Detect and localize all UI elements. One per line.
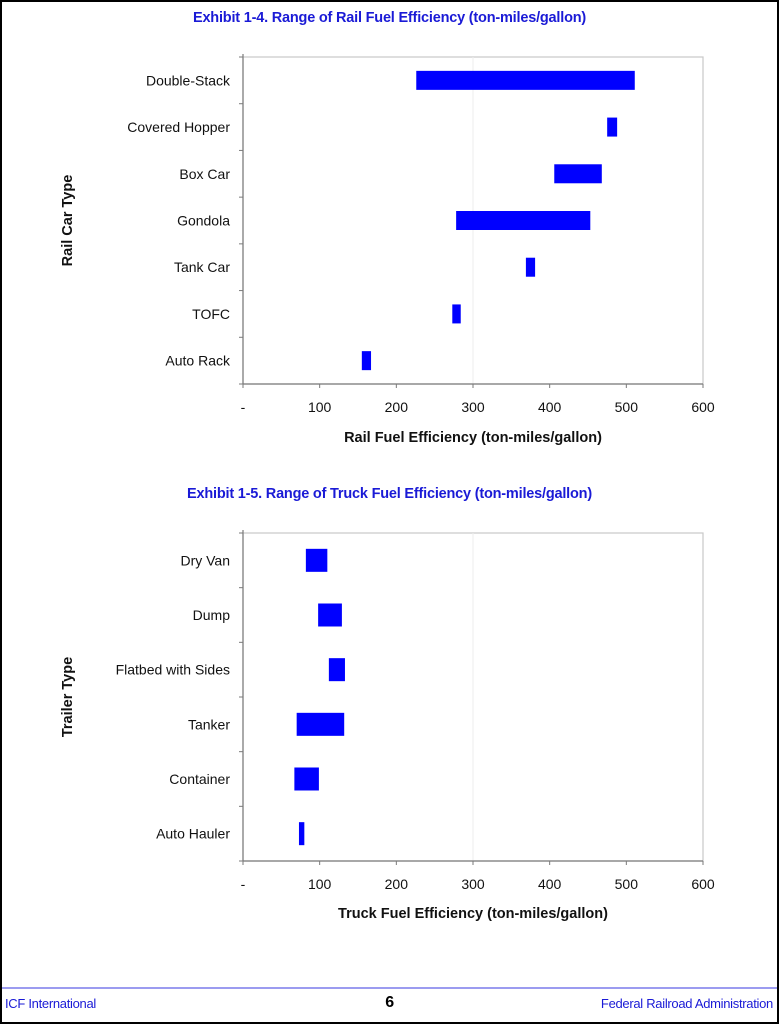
chart-1-x-tick-label: - (241, 876, 246, 892)
footer-agency: Federal Railroad Administration (600, 996, 773, 1011)
chart-0-x-tick-label: 400 (538, 399, 562, 415)
page-number: 6 (385, 994, 394, 1011)
chart-0-x-axis-title: Rail Fuel Efficiency (ton-miles/gallon) (344, 430, 602, 446)
chart-0-range-bar (554, 164, 602, 184)
chart-1-category-label: Container (169, 771, 230, 787)
chart-0-range-bar (452, 304, 461, 324)
chart-1-x-tick-label: 100 (308, 876, 332, 892)
chart-0-range-bar (361, 351, 372, 371)
chart-1-range-bar (318, 603, 342, 627)
chart-1-y-axis-title: Trailer Type (60, 657, 76, 737)
chart-0-category-label: TOFC (192, 306, 230, 322)
chart-1-category-label: Tanker (188, 716, 230, 732)
chart-0-range-bar (456, 211, 591, 230)
chart-0-range-bar (525, 257, 536, 277)
chart-1-range-bar (328, 658, 345, 682)
chart-0-range-bar (416, 70, 635, 90)
chart-0-category-label: Box Car (179, 166, 230, 182)
chart-1-category-label: Flatbed with Sides (116, 662, 230, 678)
chart-1-x-tick-label: 200 (385, 876, 409, 892)
chart-0-category-label: Double-Stack (146, 72, 231, 88)
chart-0-x-tick-label: 500 (615, 399, 639, 415)
footer-divider (2, 987, 777, 989)
chart-0-y-axis-title: Rail Car Type (60, 175, 76, 267)
chart-0-x-tick-label: 300 (461, 399, 485, 415)
chart-0-range-bar (607, 117, 618, 137)
chart-0-x-tick-label: 100 (308, 399, 332, 415)
chart-1-category-label: Auto Hauler (156, 826, 230, 842)
chart-1-x-tick-label: 500 (615, 876, 639, 892)
chart-1-range-bar (298, 822, 305, 846)
chart-1-category-label: Dump (193, 607, 231, 623)
chart-1-range-bar (296, 712, 345, 736)
chart-1-x-tick-label: 600 (691, 876, 715, 892)
chart-0-x-tick-label: 200 (385, 399, 409, 415)
chart-0-category-label: Covered Hopper (127, 119, 230, 135)
chart-0-category-label: Gondola (177, 213, 230, 229)
truck-fuel-efficiency-chart: - 100 200 300 400 500 600 Dry Van Dump Flatbed wi… (60, 530, 715, 922)
chart-0-x-tick-label: 600 (691, 399, 715, 415)
chart-1-range-bar (305, 548, 328, 572)
chart-0-x-tick-label: - (241, 399, 246, 415)
chart-0-category-label: Tank Car (174, 259, 230, 275)
chart-1-x-tick-label: 300 (461, 876, 485, 892)
chart-1-range-bar (294, 767, 319, 791)
chart-1-x-axis-title: Truck Fuel Efficiency (ton-miles/gallon) (338, 906, 608, 922)
truck-chart-title: Exhibit 1-5. Range of Truck Fuel Efficie… (187, 486, 592, 502)
rail-fuel-efficiency-chart: - 100 200 300 400 500 600 Double-Stack Covered H… (60, 54, 715, 446)
chart-0-category-label: Auto Rack (165, 353, 231, 369)
chart-1-category-label: Dry Van (180, 552, 230, 568)
chart-1-x-tick-label: 400 (538, 876, 562, 892)
footer-organization: ICF International (5, 996, 97, 1011)
rail-chart-title: Exhibit 1-4. Range of Rail Fuel Efficien… (192, 10, 587, 26)
